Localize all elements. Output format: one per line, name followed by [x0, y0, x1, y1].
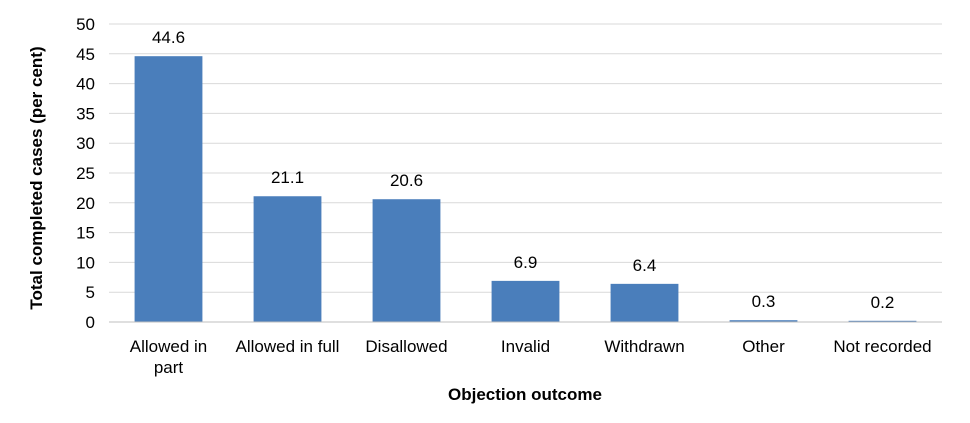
category-label-2: Disallowed	[365, 337, 447, 356]
y-tick-label-0: 0	[86, 313, 95, 332]
y-tick-label-45: 45	[76, 45, 95, 64]
y-tick-label-25: 25	[76, 164, 95, 183]
bar-5	[729, 320, 798, 322]
category-label-0: Allowed in part	[130, 337, 208, 377]
y-tick-label-40: 40	[76, 75, 95, 94]
x-axis-title: Objection outcome	[448, 385, 602, 404]
data-label-3: 6.9	[514, 253, 538, 272]
bar-0	[134, 56, 203, 323]
bar-2	[372, 199, 441, 322]
x-category-labels: Allowed in part Allowed in full Disallowed I…	[130, 337, 932, 377]
bar-4	[610, 283, 679, 322]
y-tick-label-15: 15	[76, 224, 95, 243]
y-tick-label-30: 30	[76, 134, 95, 153]
data-label-5: 0.3	[752, 292, 776, 311]
data-label-6: 0.2	[871, 293, 895, 312]
y-axis-title: Total completed cases (per cent)	[27, 46, 46, 309]
y-tick-label-10: 10	[76, 253, 95, 272]
y-tick-labels: 0 5 10 15 20 25 30 35 40 45 50	[76, 15, 95, 332]
bar-1	[253, 196, 322, 322]
bar-3	[491, 280, 560, 322]
bars	[134, 56, 917, 323]
data-label-0: 44.6	[152, 28, 185, 47]
data-label-1: 21.1	[271, 168, 304, 187]
data-label-4: 6.4	[633, 256, 657, 275]
data-labels: 44.6 21.1 20.6 6.9 6.4 0.3 0.2	[152, 28, 894, 312]
bar-6	[848, 320, 917, 322]
y-tick-label-5: 5	[86, 283, 95, 302]
y-tick-label-35: 35	[76, 104, 95, 123]
category-label-6: Not recorded	[833, 337, 931, 356]
category-label-3: Invalid	[501, 337, 550, 356]
category-label-1: Allowed in full	[236, 337, 340, 356]
data-label-2: 20.6	[390, 171, 423, 190]
y-tick-label-20: 20	[76, 194, 95, 213]
gridlines	[109, 23, 942, 293]
category-label-5: Other	[742, 337, 785, 356]
category-label-4: Withdrawn	[604, 337, 684, 356]
y-tick-label-50: 50	[76, 15, 95, 34]
